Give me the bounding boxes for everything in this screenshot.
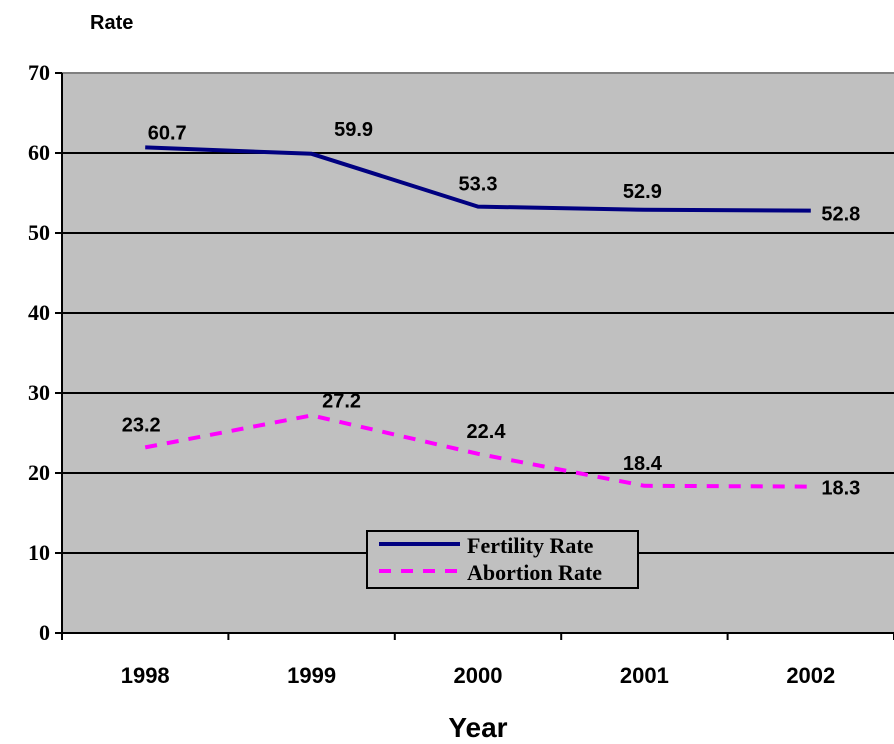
legend-label-fertility-rate: Fertility Rate — [467, 533, 594, 558]
data-label: 18.4 — [623, 453, 663, 475]
data-label: 18.3 — [821, 478, 860, 500]
gridlines — [62, 72, 894, 554]
y-tick-label: 10 — [28, 540, 50, 565]
data-label: 52.8 — [821, 204, 860, 226]
x-tick-label: 1998 — [121, 663, 170, 688]
data-label: 22.4 — [467, 421, 507, 443]
x-tick-label: 2002 — [786, 663, 835, 688]
x-tick-label: 2001 — [620, 663, 669, 688]
series-lines — [144, 145, 811, 489]
x-axis-title: Year — [448, 712, 507, 743]
data-label: 53.3 — [459, 174, 498, 196]
y-tick-label: 60 — [28, 140, 50, 165]
x-tick-labels: 1998 1999 2000 2001 2002 — [121, 663, 836, 688]
y-tick-label: 20 — [28, 460, 50, 485]
data-label: 60.7 — [148, 122, 187, 144]
legend-box — [366, 530, 639, 589]
legend-label-abortion-rate: Abortion Rate — [467, 560, 602, 585]
y-tick-labels: 0 10 20 30 40 50 60 70 — [28, 60, 50, 645]
data-label: 59.9 — [334, 119, 373, 141]
y-tick-label: 70 — [28, 60, 50, 85]
y-tick-label: 40 — [28, 300, 50, 325]
y-axis-title: Rate — [90, 12, 133, 34]
legend: Fertility Rate Abortion Rate — [366, 530, 639, 589]
x-tick-label: 1999 — [287, 663, 336, 688]
data-label: 27.2 — [322, 390, 361, 412]
y-tick-label: 50 — [28, 220, 50, 245]
data-label: 23.2 — [122, 414, 161, 436]
series-line-fertility-rate — [145, 145, 811, 213]
data-labels: 60.7 59.9 53.3 52.9 52.8 23.2 27.2 22.4 18.4 18.3 — [122, 119, 861, 500]
axes — [55, 72, 894, 640]
data-label: 52.9 — [623, 181, 662, 203]
y-tick-label: 0 — [39, 620, 50, 645]
x-tick-label: 2000 — [454, 663, 503, 688]
series-line-abortion-rate — [144, 413, 811, 489]
y-tick-label: 30 — [28, 380, 50, 405]
